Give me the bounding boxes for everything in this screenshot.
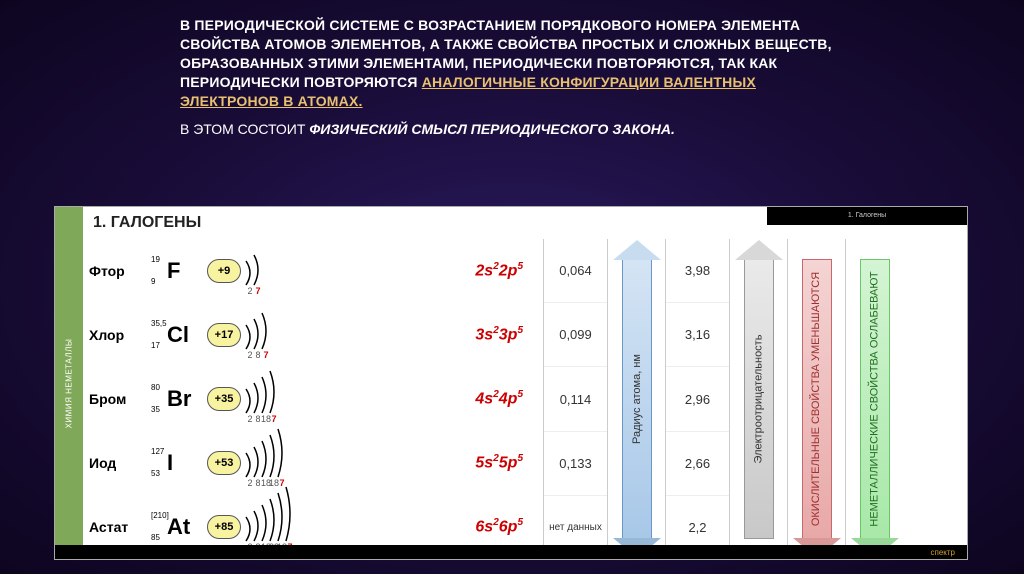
header-sub-prefix: В ЭТОМ СОСТОИТ: [180, 121, 309, 137]
element-name: Бром: [89, 391, 145, 407]
element-nucleus: +85: [207, 515, 241, 539]
element-nucleus: +35: [207, 387, 241, 411]
eneg-cell: 3,98: [666, 239, 729, 303]
chart-black-tab: 1. Галогены: [767, 207, 967, 225]
header-text-block: В ПЕРИОДИЧЕСКОЙ СИСТЕМЕ С ВОЗРАСТАНИЕМ П…: [0, 0, 1024, 147]
element-config: 3s23p5: [475, 325, 523, 344]
elements-column: Фтор 199F+927 2s22p5 Хлор 35,517Cl+17287 3s23…: [83, 239, 543, 559]
element-name: Фтор: [89, 263, 145, 279]
nonmetal-arrow: НЕМЕТАЛЛИЧЕСКИЕ СВОЙСТВА ОСЛАБЕВАЮТ: [845, 239, 903, 559]
element-name: Иод: [89, 455, 145, 471]
element-shells: 27: [247, 246, 263, 296]
element-row: Фтор 199F+927 2s22p5: [89, 239, 543, 303]
radius-arrow-label: Радиус атома, нм: [631, 354, 643, 444]
radius-cell: 0,064: [544, 239, 607, 303]
chart-title: 1. ГАЛОГЕНЫ: [83, 214, 627, 232]
element-symbol: 8035Br: [151, 386, 201, 412]
radius-column: 0,0640,0990,1140,133нет данных: [543, 239, 607, 559]
chart-footer-bar: спектр: [55, 545, 967, 559]
oxidative-arrow-label: ОКИСЛИТЕЛЬНЫЕ СВОЙСТВА УМЕНЬШАЮТСЯ: [811, 272, 823, 526]
element-config: 4s24p5: [475, 389, 523, 408]
element-row: Иод 12753I+532818187 5s25p5: [89, 431, 543, 495]
radius-cell: 0,099: [544, 303, 607, 367]
element-nucleus: +53: [207, 451, 241, 475]
element-symbol: 35,517Cl: [151, 322, 201, 348]
halogens-chart: ХИМИЯ НЕМЕТАЛЛЫ 1. ГАЛОГЕНЫ 1. Галогены …: [54, 206, 968, 560]
eneg-arrow: Электроотрицательность: [729, 239, 787, 559]
element-nucleus: +17: [207, 323, 241, 347]
element-symbol: 199F: [151, 258, 201, 284]
footer-logo: спектр: [931, 548, 955, 557]
element-nucleus: +9: [207, 259, 241, 283]
element-name: Хлор: [89, 327, 145, 343]
chart-main: 1. ГАЛОГЕНЫ 1. Галогены Фтор 199F+927 2s22…: [83, 207, 967, 559]
header-sub-italic: ФИЗИЧЕСКИЙ СМЫСЛ ПЕРИОДИЧЕСКОГО ЗАКОНА.: [309, 121, 675, 137]
element-symbol: 12753I: [151, 450, 201, 476]
element-shells: 2818187: [247, 438, 287, 488]
eneg-cell: 2,96: [666, 367, 729, 431]
element-symbol: [210]85At: [151, 514, 201, 540]
element-row: Бром 8035Br+3528187 4s24p5: [89, 367, 543, 431]
chart-sidebar: ХИМИЯ НЕМЕТАЛЛЫ: [55, 207, 83, 559]
oxidative-arrow: ОКИСЛИТЕЛЬНЫЕ СВОЙСТВА УМЕНЬШАЮТСЯ: [787, 239, 845, 559]
chart-title-bar: 1. ГАЛОГЕНЫ 1. Галогены: [83, 207, 967, 239]
eneg-cell: 3,16: [666, 303, 729, 367]
chart-sidebar-label: ХИМИЯ НЕМЕТАЛЛЫ: [65, 338, 74, 428]
eneg-cell: 2,66: [666, 432, 729, 496]
element-name: Астат: [89, 519, 145, 535]
nonmetal-arrow-label: НЕМЕТАЛЛИЧЕСКИЕ СВОЙСТВА ОСЛАБЕВАЮТ: [869, 271, 881, 526]
radius-cell: 0,114: [544, 367, 607, 431]
element-shells: 287: [247, 310, 271, 360]
element-shells: 28187: [247, 374, 279, 424]
element-config: 2s22p5: [475, 261, 523, 280]
element-config: 5s25p5: [475, 453, 523, 472]
radius-arrow: Радиус атома, нм: [607, 239, 665, 559]
eneg-column: 3,983,162,962,662,2: [665, 239, 729, 559]
header-paragraph: В ПЕРИОДИЧЕСКОЙ СИСТЕМЕ С ВОЗРАСТАНИЕМ П…: [180, 16, 844, 110]
header-sub-paragraph: В ЭТОМ СОСТОИТ ФИЗИЧЕСКИЙ СМЫСЛ ПЕРИОДИЧ…: [180, 120, 844, 139]
chart-body: Фтор 199F+927 2s22p5 Хлор 35,517Cl+17287 3s23…: [83, 239, 967, 559]
element-row: Хлор 35,517Cl+17287 3s23p5: [89, 303, 543, 367]
element-config: 6s26p5: [475, 517, 523, 536]
radius-cell: 0,133: [544, 432, 607, 496]
eneg-arrow-label: Электроотрицательность: [753, 335, 765, 464]
